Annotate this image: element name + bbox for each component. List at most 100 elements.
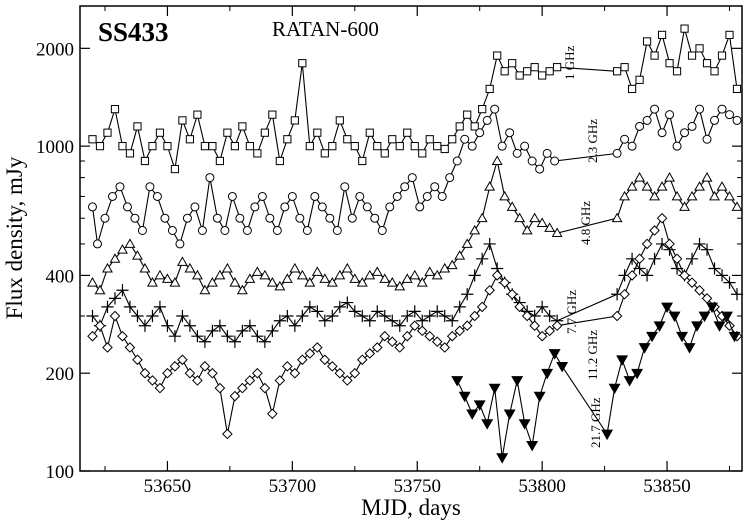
- circle-marker: [167, 225, 177, 235]
- triangle-up-marker: [476, 212, 488, 223]
- square-marker: [642, 37, 652, 46]
- triangle-up-marker: [371, 266, 383, 276]
- square-marker: [515, 71, 524, 80]
- square-marker: [215, 156, 224, 166]
- diamond-marker: [214, 382, 226, 394]
- square-marker: [530, 63, 539, 72]
- square-marker: [290, 116, 299, 125]
- diamond-marker: [461, 320, 473, 332]
- diamond-marker: [611, 310, 623, 322]
- circle-marker: [362, 202, 372, 212]
- circle-marker: [220, 225, 230, 235]
- square-marker: [545, 67, 554, 76]
- plus-marker: [393, 319, 406, 332]
- plus-marker: [168, 330, 182, 343]
- square-marker: [148, 142, 157, 151]
- triangle-down-marker: [548, 349, 561, 360]
- diamond-marker: [244, 375, 256, 386]
- diamond-marker: [371, 342, 383, 353]
- circle-marker: [657, 128, 667, 138]
- square-marker: [163, 142, 172, 151]
- triangle-up-marker: [184, 262, 196, 273]
- square-marker: [95, 142, 105, 151]
- square-marker: [485, 84, 494, 94]
- circle-marker: [257, 191, 267, 201]
- triangle-up-marker: [289, 262, 301, 273]
- triangle-up-marker: [326, 277, 338, 287]
- diamond-marker: [327, 361, 338, 372]
- triangle-up-marker: [544, 222, 556, 232]
- triangle-up-marker: [259, 269, 271, 280]
- plus-marker: [431, 305, 444, 318]
- square-marker: [493, 51, 502, 60]
- circle-marker: [100, 213, 110, 223]
- diamond-marker: [207, 367, 218, 379]
- circle-marker: [92, 239, 102, 249]
- triangle-up-marker: [529, 212, 541, 223]
- y-tick-label: 2000: [36, 39, 74, 60]
- triangle-up-marker: [491, 155, 503, 165]
- triangle-up-marker: [94, 284, 106, 295]
- circle-marker: [182, 213, 192, 223]
- plus-marker: [453, 300, 466, 313]
- square-marker: [298, 59, 307, 68]
- triangle-down-marker: [713, 321, 726, 332]
- circle-marker: [680, 128, 690, 138]
- diamond-marker: [424, 330, 436, 342]
- square-marker: [410, 142, 419, 151]
- diamond-marker: [297, 354, 308, 366]
- square-marker: [725, 30, 734, 39]
- triangle-up-marker: [424, 266, 436, 276]
- circle-marker: [295, 213, 305, 223]
- triangle-up-marker: [686, 190, 698, 201]
- y-axis-title: Flux density, mJy: [2, 156, 27, 319]
- square-marker: [380, 149, 389, 158]
- plus-marker: [318, 314, 331, 327]
- diamond-marker: [551, 320, 563, 332]
- circle-marker: [272, 225, 282, 235]
- diamond-marker: [649, 225, 660, 236]
- triangle-up-marker: [146, 277, 158, 287]
- plus-marker: [206, 324, 219, 337]
- circle-marker: [452, 156, 462, 166]
- triangle-down-marker: [668, 311, 681, 323]
- square-marker: [710, 67, 719, 76]
- triangle-up-marker: [356, 277, 368, 287]
- square-marker: [275, 156, 284, 166]
- y-tick-label: 100: [46, 462, 75, 483]
- plus-marker: [468, 269, 481, 282]
- square-marker: [665, 59, 674, 68]
- circle-marker: [227, 191, 237, 201]
- triangle-up-marker: [401, 273, 413, 283]
- diamond-marker: [656, 212, 668, 224]
- plus-marker: [416, 314, 429, 327]
- chart-subtitle: RATAN-600: [272, 17, 379, 41]
- circle-marker: [717, 104, 727, 114]
- triangle-down-marker: [533, 391, 546, 403]
- plus-marker: [341, 296, 354, 309]
- square-marker: [245, 142, 254, 151]
- plus-marker: [461, 288, 474, 301]
- circle-marker: [687, 121, 697, 131]
- circle-marker: [190, 202, 200, 212]
- square-marker: [200, 142, 210, 151]
- diamond-marker: [334, 367, 346, 379]
- plus-marker: [131, 309, 144, 323]
- triangle-up-marker: [694, 181, 705, 191]
- circle-marker: [725, 110, 735, 120]
- triangle-down-marker: [601, 429, 614, 441]
- plus-marker: [536, 300, 549, 313]
- square-marker: [440, 144, 449, 154]
- triangle-up-marker: [266, 277, 278, 287]
- square-marker: [650, 51, 659, 60]
- square-marker: [320, 149, 329, 158]
- circle-marker: [250, 202, 260, 212]
- square-marker: [133, 122, 142, 131]
- plus-marker: [221, 330, 234, 343]
- triangle-up-marker: [161, 273, 173, 283]
- diamond-marker: [109, 310, 121, 322]
- circle-marker: [287, 191, 297, 201]
- x-tick-label: 53700: [269, 476, 317, 497]
- plus-marker: [161, 319, 174, 332]
